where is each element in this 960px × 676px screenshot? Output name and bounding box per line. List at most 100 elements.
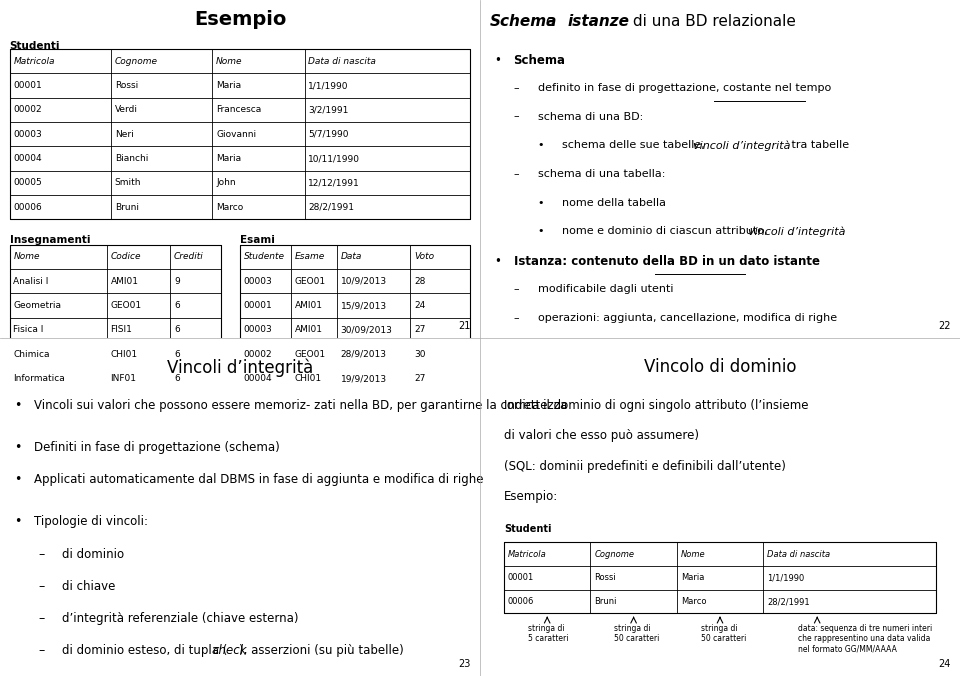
Text: –: –	[38, 548, 45, 560]
Text: Studenti: Studenti	[10, 41, 60, 51]
Text: di dominio esteso, di tupla (: di dominio esteso, di tupla (	[62, 644, 228, 657]
Text: Rossi: Rossi	[594, 573, 616, 583]
Text: AMI01: AMI01	[295, 301, 323, 310]
Text: Maria: Maria	[216, 81, 241, 90]
Text: Insegnamenti: Insegnamenti	[10, 235, 90, 245]
Bar	[10, 49, 470, 219]
Text: 23: 23	[458, 659, 470, 669]
Text: Cognome: Cognome	[115, 57, 157, 66]
Text: 9: 9	[174, 276, 180, 286]
Text: Maria: Maria	[216, 154, 241, 163]
Text: –: –	[38, 644, 45, 657]
Text: Verdi: Verdi	[115, 105, 138, 114]
Text: 27: 27	[415, 325, 425, 335]
Text: Vincolo di dominio: Vincolo di dominio	[644, 358, 796, 377]
Text: 28/2/1991: 28/2/1991	[308, 203, 354, 212]
Text: 00004: 00004	[244, 374, 273, 383]
Text: vincoli d’integrità: vincoli d’integrità	[693, 141, 790, 151]
Text: 00004: 00004	[13, 154, 42, 163]
Text: –: –	[514, 112, 519, 122]
Text: 28/9/2013: 28/9/2013	[341, 349, 387, 359]
Text: Nome: Nome	[13, 252, 40, 262]
Text: •: •	[14, 516, 22, 529]
Text: Vincoli sui valori che possono essere memoriz- zati nella BD, per garantirne la : Vincoli sui valori che possono essere me…	[34, 399, 566, 412]
Text: 00003: 00003	[13, 130, 42, 139]
Text: Schema: Schema	[514, 54, 565, 67]
Text: Francesca: Francesca	[216, 105, 261, 114]
Bar	[240, 245, 470, 391]
Text: di valori che esso può assumere): di valori che esso può assumere)	[504, 429, 699, 442]
Text: 5/7/1990: 5/7/1990	[308, 130, 348, 139]
Text: schema di una BD:: schema di una BD:	[538, 112, 643, 122]
Text: 10/9/2013: 10/9/2013	[341, 276, 387, 286]
Text: stringa di
50 caratteri: stringa di 50 caratteri	[701, 623, 746, 643]
Text: 28/2/1991: 28/2/1991	[767, 597, 809, 606]
Text: Schema: Schema	[490, 14, 557, 28]
Text: operazioni: aggiunta, cancellazione, modifica di righe: operazioni: aggiunta, cancellazione, mod…	[538, 312, 837, 322]
Text: Studente: Studente	[244, 252, 285, 262]
Text: GEO01: GEO01	[110, 301, 142, 310]
Text: •: •	[14, 399, 22, 412]
Text: Indica il dominio di ogni singolo attributo (l’insieme: Indica il dominio di ogni singolo attrib…	[504, 399, 808, 412]
Text: Definiti in fase di progettazione (schema): Definiti in fase di progettazione (schem…	[34, 441, 279, 454]
Text: 1/1/1990: 1/1/1990	[308, 81, 348, 90]
Text: GEO01: GEO01	[295, 276, 325, 286]
Text: Studenti: Studenti	[504, 524, 551, 534]
Text: Neri: Neri	[115, 130, 133, 139]
Text: Data: Data	[341, 252, 362, 262]
Text: Esame: Esame	[295, 252, 324, 262]
Bar	[10, 245, 221, 391]
Text: Cognome: Cognome	[594, 550, 635, 559]
Text: schema di una tabella:: schema di una tabella:	[538, 169, 665, 179]
Text: AMI01: AMI01	[110, 276, 138, 286]
Text: 19/9/2013: 19/9/2013	[341, 374, 387, 383]
Text: 27: 27	[415, 374, 425, 383]
Text: INF01: INF01	[110, 374, 136, 383]
Text: Smith: Smith	[115, 178, 141, 187]
Text: istanze: istanze	[567, 14, 630, 28]
Text: Matricola: Matricola	[508, 550, 546, 559]
Text: Esempio: Esempio	[194, 10, 286, 29]
Text: 12/12/1991: 12/12/1991	[308, 178, 360, 187]
Text: –: –	[514, 82, 519, 93]
Text: Bianchi: Bianchi	[115, 154, 148, 163]
Text: •: •	[538, 197, 544, 208]
Text: schema delle sue tabelle,: schema delle sue tabelle,	[562, 141, 708, 150]
Text: John: John	[216, 178, 236, 187]
Text: –: –	[514, 284, 519, 294]
Text: 30/09/2013: 30/09/2013	[341, 325, 393, 335]
Text: (SQL: dominii predefiniti e definibili dall’utente): (SQL: dominii predefiniti e definibili d…	[504, 460, 786, 473]
Text: Esami: Esami	[240, 235, 275, 245]
Text: 00003: 00003	[244, 276, 273, 286]
Text: 28: 28	[415, 276, 425, 286]
Text: 30: 30	[415, 349, 426, 359]
Text: 6: 6	[174, 374, 180, 383]
Text: 24: 24	[938, 659, 950, 669]
Text: 1/1/1990: 1/1/1990	[767, 573, 804, 583]
Text: Istanza: contenuto della BD in un dato istante: Istanza: contenuto della BD in un dato i…	[514, 256, 820, 268]
Text: Informatica: Informatica	[13, 374, 65, 383]
Text: Bruni: Bruni	[115, 203, 139, 212]
Text: •: •	[14, 441, 22, 454]
Text: Data di nascita: Data di nascita	[308, 57, 376, 66]
Text: 3/2/1991: 3/2/1991	[308, 105, 348, 114]
Text: 00001: 00001	[13, 81, 42, 90]
Text: 00006: 00006	[13, 203, 42, 212]
Text: Vincoli d’integrità: Vincoli d’integrità	[167, 358, 313, 377]
Text: 6: 6	[174, 325, 180, 335]
Text: check: check	[213, 644, 248, 657]
Text: ), asserzioni (su più tabelle): ), asserzioni (su più tabelle)	[239, 644, 403, 657]
Text: •: •	[494, 256, 501, 268]
Text: 00001: 00001	[244, 301, 273, 310]
Text: Applicati automaticamente dal DBMS in fase di aggiunta e modifica di righe: Applicati automaticamente dal DBMS in fa…	[34, 473, 483, 486]
Text: Codice: Codice	[110, 252, 141, 262]
Text: 15/9/2013: 15/9/2013	[341, 301, 387, 310]
Text: –: –	[38, 612, 45, 625]
Text: 6: 6	[174, 301, 180, 310]
Text: CHI01: CHI01	[110, 349, 137, 359]
Text: GEO01: GEO01	[295, 349, 325, 359]
Text: stringa di
50 caratteri: stringa di 50 caratteri	[614, 623, 660, 643]
Text: Crediti: Crediti	[174, 252, 204, 262]
Text: 24: 24	[415, 301, 425, 310]
Text: 00002: 00002	[244, 349, 273, 359]
